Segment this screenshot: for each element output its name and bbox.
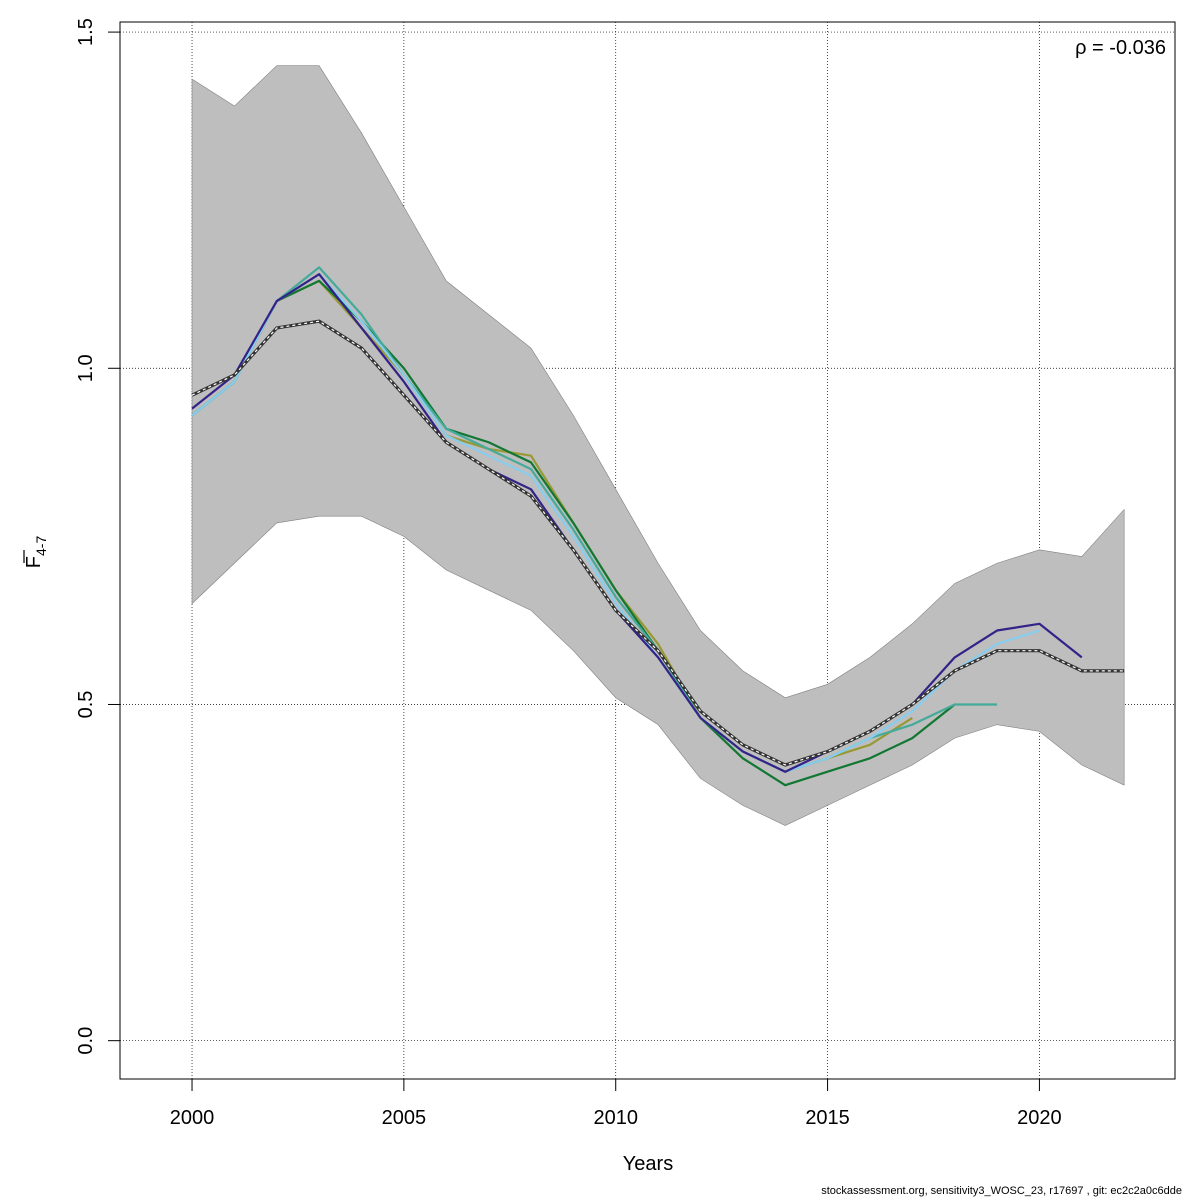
x-tick-label: 2010 (593, 1107, 638, 1129)
series-group (191, 266, 1125, 787)
rho-annotation: ρ = -0.036 (1075, 37, 1166, 59)
series-line-2 (191, 273, 1040, 773)
x-tick-label: 2020 (1017, 1107, 1062, 1129)
y-tick-label: 0.0 (75, 1027, 97, 1055)
y-axis-label: F4-7 (23, 536, 49, 569)
y-axis-label-subscript: 4-7 (33, 536, 49, 556)
footer-credit: stockassessment.org, sensitivity3_WOSC_2… (821, 1185, 1182, 1197)
x-tick-label: 2000 (170, 1107, 215, 1129)
series-line-4 (191, 279, 956, 787)
y-tick-label: 1.5 (75, 18, 97, 46)
x-tick-label: 2005 (382, 1107, 427, 1129)
x-axis-label: Years (623, 1153, 673, 1175)
confidence-band (191, 65, 1125, 826)
x-axis: 2000 2005 2010 2015 2020 (170, 1078, 1062, 1129)
series-line-1 (191, 273, 1083, 773)
x-tick-label: 2015 (805, 1107, 850, 1129)
svg-text:F4-7: F4-7 (23, 536, 49, 569)
y-axis: 0.0 0.5 1.0 1.5 (75, 18, 121, 1055)
y-tick-label: 0.5 (75, 691, 97, 719)
series-line-reference (191, 320, 1125, 766)
y-axis-label-main: F (23, 556, 45, 568)
y-tick-label: 1.0 (75, 354, 97, 382)
